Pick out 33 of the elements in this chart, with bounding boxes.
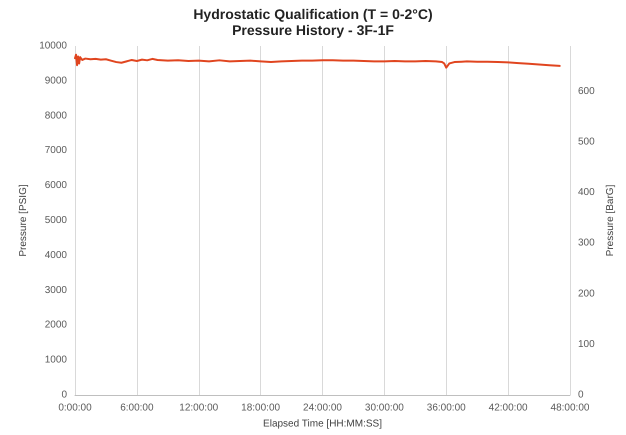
x-tick-label: 30:00:00: [364, 402, 404, 414]
y-tick-label: 5000: [44, 215, 68, 226]
y2-tick-label: 100: [578, 338, 596, 350]
y-tick-label: 6000: [44, 180, 68, 192]
line-series: [74, 54, 561, 69]
y2-tick-label: 200: [578, 288, 596, 300]
chart-title: Hydrostatic Qualification (T = 0-2°C): [193, 6, 433, 22]
y2-axis-title: Pressure [BarG]: [605, 184, 616, 256]
x-tick-label: 48:00:00: [550, 402, 590, 414]
x-tick-label: 6:00:00: [120, 402, 154, 414]
x-tick-label: 36:00:00: [426, 402, 466, 414]
y-tick-label: 8000: [44, 110, 68, 122]
x-tick-label: 42:00:00: [488, 402, 528, 414]
x-tick-label: 24:00:00: [303, 402, 342, 414]
y-tick-label: 1000: [44, 354, 68, 366]
y2-tick-label: 300: [578, 238, 596, 249]
y-tick-label: 4000: [44, 250, 68, 261]
y-tick-label: 0: [61, 390, 68, 400]
x-tick-label: 0:00:00: [58, 402, 92, 414]
y-tick-label: 10000: [39, 40, 68, 52]
x-tick-label: 12:00:00: [179, 402, 219, 414]
x-axis-title: Elapsed Time [HH:MM:SS]: [263, 418, 382, 430]
chart-subtitle: Pressure History - 3F-1F: [232, 22, 394, 38]
y-tick-label: 3000: [44, 284, 68, 296]
y2-tick-label: 600: [578, 86, 596, 97]
y-axis-title: Pressure [PSIG]: [18, 184, 29, 257]
x-tick-label: 18:00:00: [241, 402, 281, 414]
y2-tick-label: 500: [578, 136, 596, 148]
y-tick-label: 7000: [44, 145, 68, 156]
y2-tick-label: 0: [578, 390, 584, 400]
y-tick-label: 9000: [44, 75, 68, 86]
y2-tick-label: 400: [578, 187, 596, 198]
y-tick-label: 2000: [44, 320, 68, 331]
